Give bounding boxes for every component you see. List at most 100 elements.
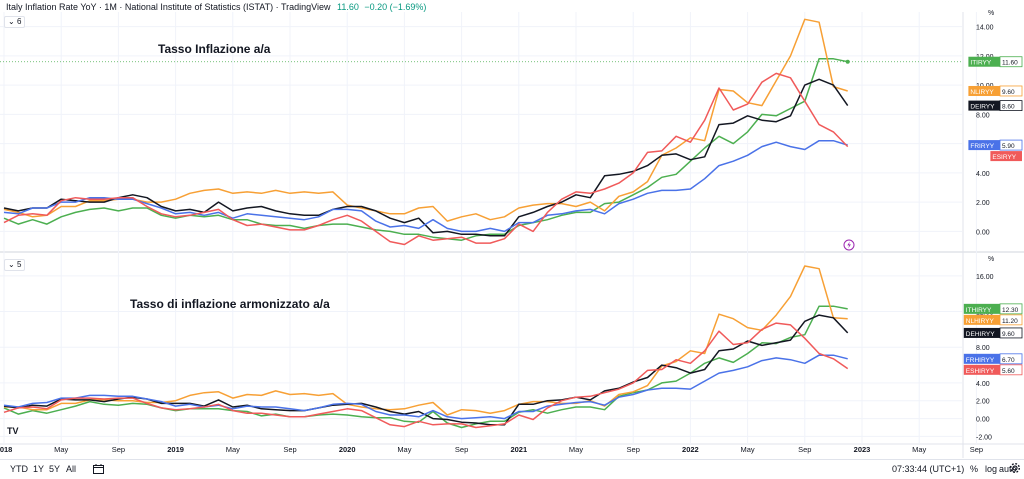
price-label-value-bg (999, 139, 1023, 151)
price-label-nlhiryy: NLHIRYY 11.20 (963, 314, 1023, 326)
price-axis-label: 4.00 (976, 171, 990, 178)
range-5y-button[interactable]: 5Y (49, 464, 61, 474)
price-label-name: DEHIRYY (966, 331, 995, 338)
pane-1-collapse-toggle[interactable]: ⌄ 6 (4, 16, 26, 28)
price-label-name-bg (963, 353, 1000, 364)
time-axis-label: 2018 (0, 445, 12, 454)
range-1y-button[interactable]: 1Y (33, 464, 45, 474)
price-label-value-bg (999, 364, 1023, 376)
time-axis-label: May (569, 445, 583, 454)
quote-change: −0.20 (−1.69%) (364, 2, 427, 12)
price-label-value-bg (999, 353, 1023, 365)
price-axis-unit: % (988, 256, 994, 263)
time-axis-label: Sep (627, 445, 640, 454)
price-axis-label: -2.00 (976, 434, 992, 441)
price-label-name: ESIRYY (992, 154, 1016, 161)
last-value-dot (845, 59, 850, 64)
gear-icon[interactable] (1009, 462, 1021, 476)
range-ytd-button[interactable]: YTD (10, 464, 28, 474)
price-label-value: 12.30 (1002, 307, 1019, 314)
pane-2-series-count: 5 (16, 260, 22, 269)
price-label-value: 11.60 (1002, 60, 1018, 67)
price-label-name-bg (990, 151, 1022, 162)
pane-2-collapse-toggle[interactable]: ⌄ 5 (4, 259, 26, 271)
series-line-ithiryy (3, 305, 848, 429)
price-axis-label: 8.00 (976, 112, 990, 119)
calendar-range-icon[interactable] (93, 464, 104, 476)
percent-scale-button[interactable]: % (970, 464, 979, 474)
price-label-name-bg (968, 140, 1000, 151)
price-label-value-bg (999, 85, 1023, 97)
price-label-value: 9.60 (1002, 331, 1015, 338)
price-axis-label: 2.00 (976, 200, 990, 207)
price-label-value-bg (999, 314, 1023, 326)
price-label-name: DEIRYY (970, 104, 995, 111)
time-axis-label: May (226, 445, 240, 454)
time-axis-label: May (741, 445, 755, 454)
price-label-name: NLHIRYY (966, 318, 995, 325)
price-label-name-bg (968, 100, 1000, 111)
time-axis-label: Sep (455, 445, 468, 454)
time-axis-label: Sep (283, 445, 296, 454)
time-axis-label: 2023 (854, 445, 871, 454)
time-axis-label: May (54, 445, 68, 454)
price-label-name-bg (968, 56, 1000, 67)
price-axis-label: 8.00 (976, 345, 990, 352)
range-all-button[interactable]: All (66, 464, 77, 474)
price-label-value: 9.60 (1002, 89, 1015, 96)
price-label-name: FRIRYY (970, 143, 994, 150)
pane-1-series (3, 18, 849, 246)
time-axis-label: May (397, 445, 411, 454)
price-label-friryy: FRIRYY 5.90 (968, 139, 1023, 151)
pane-1-series-count: 6 (16, 17, 22, 26)
time-axis-label: 2021 (510, 445, 527, 454)
bottom-toolbar: YTD 1Y 5Y All 07:33:44 (UTC+1) % log aut… (0, 459, 1024, 479)
price-label-name-bg (968, 85, 1000, 96)
price-label-name: ITHIRYY (966, 307, 992, 314)
price-label-name-bg (963, 303, 1000, 314)
time-axis-label: May (912, 445, 926, 454)
price-label-value: 11.20 (1002, 318, 1018, 325)
price-axis-unit: % (988, 10, 994, 17)
price-label-name: ITIRYY (970, 60, 991, 67)
last-quote: 11.60 (337, 2, 359, 12)
series-line-deiryy (3, 78, 849, 237)
price-axis-label: 16.00 (976, 274, 994, 281)
price-axis-label: 2.00 (976, 399, 990, 406)
pane-1-title: Tasso Inflazione a/a (158, 42, 271, 56)
price-label-value: 8.60 (1002, 104, 1015, 111)
price-axis-label: 14.00 (976, 25, 994, 32)
price-label-deiryy: DEIRYY 8.60 (968, 100, 1023, 111)
price-label-frhiryy: FRHIRYY 6.70 (963, 353, 1023, 365)
pane-2-series (3, 265, 849, 429)
chart-header: Italy Inflation Rate YoY · 1M · National… (6, 2, 426, 12)
price-label-name-bg (963, 364, 1000, 375)
time-axis-label: Sep (112, 445, 125, 454)
price-label-nliryy: NLIRYY 9.60 (968, 85, 1023, 97)
price-axis-label: 0.00 (976, 417, 990, 424)
price-label-value: 5.60 (1002, 368, 1015, 375)
auto-scale-button[interactable]: auto (999, 464, 1017, 474)
series-line-esiryy (3, 72, 849, 246)
tradingview-logo: TV (7, 426, 19, 436)
price-axis-label: 0.00 (976, 229, 990, 236)
time-axis-label: Sep (970, 445, 983, 454)
series-line-itiryy (3, 58, 848, 241)
chevron-down-icon: ⌄ (8, 17, 15, 26)
price-label-name-bg (963, 327, 1000, 338)
price-label-name: FRHIRYY (966, 357, 995, 364)
time-axis-label: 2022 (682, 445, 699, 454)
price-label-value-bg (999, 327, 1023, 339)
clock-readout[interactable]: 07:33:44 (UTC+1) (892, 464, 965, 474)
lightning-icon (843, 239, 855, 251)
series-line-friryy (3, 139, 848, 233)
log-scale-button[interactable]: log (985, 464, 998, 474)
price-label-eshiryy: ESHIRYY 5.60 (963, 364, 1023, 376)
lightning-icon-bolt (847, 241, 851, 249)
price-label-itiryy: ITIRYY 11.60 (968, 56, 1023, 68)
price-label-value: 6.70 (1002, 357, 1015, 364)
pane-2-title: Tasso di inflazione armonizzato a/a (130, 297, 330, 311)
price-label-esiryy: ESIRYY (990, 151, 1022, 162)
chevron-down-icon: ⌄ (8, 260, 15, 269)
